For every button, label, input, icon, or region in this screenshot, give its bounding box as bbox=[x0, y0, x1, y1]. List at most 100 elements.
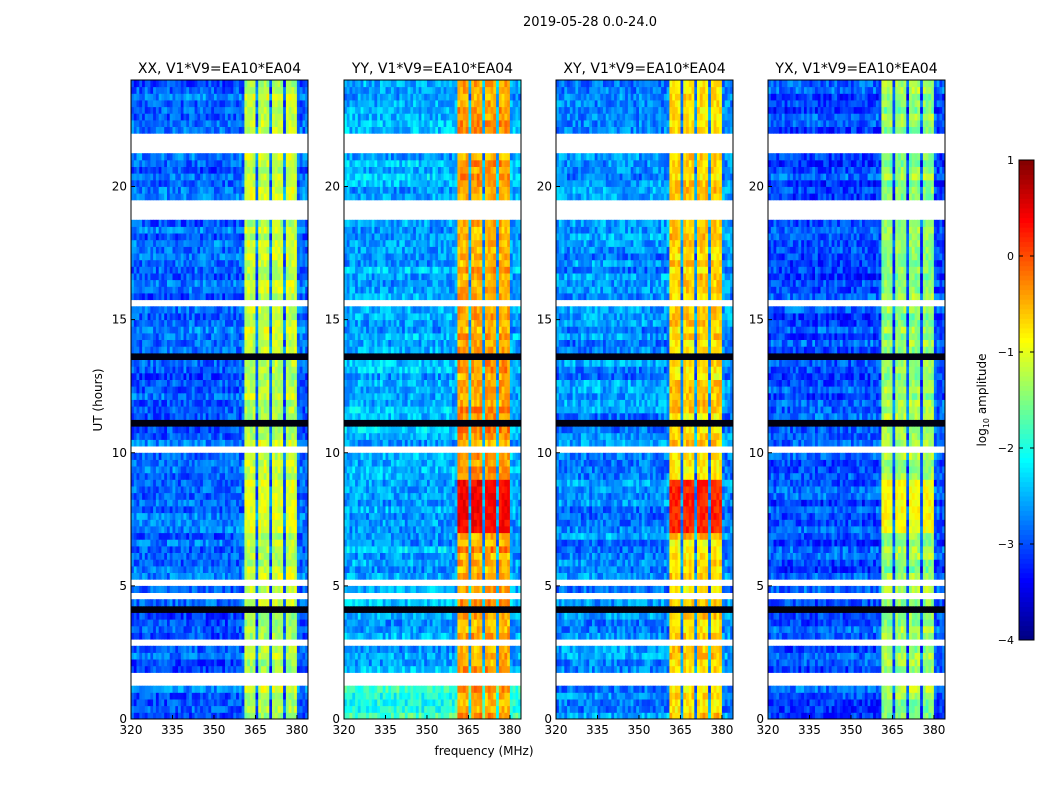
heatmap-cell bbox=[191, 545, 195, 553]
heatmap-cell bbox=[244, 326, 248, 334]
heatmap-cell bbox=[161, 266, 165, 274]
heatmap-cell bbox=[261, 339, 265, 347]
heatmap-cell bbox=[283, 306, 287, 314]
heatmap-cell bbox=[305, 379, 309, 387]
heatmap-cell bbox=[255, 239, 259, 247]
heatmap-cell bbox=[186, 552, 190, 560]
heatmap-cell bbox=[233, 419, 237, 427]
heatmap-cell bbox=[263, 645, 267, 653]
heatmap-cell bbox=[178, 712, 182, 720]
heatmap-cell bbox=[189, 685, 193, 693]
heatmap-cell bbox=[147, 619, 151, 627]
heatmap-cell bbox=[172, 599, 176, 607]
heatmap-cell bbox=[205, 126, 209, 134]
heatmap-cell bbox=[244, 399, 248, 407]
heatmap-cell bbox=[183, 439, 187, 447]
heatmap-cell bbox=[225, 572, 229, 580]
heatmap-cell bbox=[189, 472, 193, 480]
heatmap-cell bbox=[283, 359, 287, 367]
heatmap-cell bbox=[277, 619, 281, 627]
heatmap-cell bbox=[233, 499, 237, 507]
heatmap-cell bbox=[255, 692, 259, 700]
heatmap-cell bbox=[219, 539, 223, 547]
heatmap-cell bbox=[258, 273, 262, 281]
heatmap-cell bbox=[202, 239, 207, 247]
heatmap-cell bbox=[255, 179, 259, 187]
heatmap-cell bbox=[142, 386, 146, 394]
heatmap-cell bbox=[291, 366, 295, 374]
heatmap-cell bbox=[252, 359, 256, 367]
heatmap-cell bbox=[266, 539, 270, 547]
heatmap-cell bbox=[172, 452, 176, 460]
heatmap-cell bbox=[150, 226, 154, 234]
heatmap-cell bbox=[178, 545, 182, 553]
heatmap-cell bbox=[191, 359, 195, 367]
heatmap-cell bbox=[258, 406, 262, 414]
heatmap-cell bbox=[266, 452, 270, 460]
heatmap-cell bbox=[241, 625, 245, 633]
heatmap-cell bbox=[189, 266, 193, 274]
heatmap-cell bbox=[180, 665, 184, 673]
heatmap-cell bbox=[208, 186, 212, 194]
heatmap-cell bbox=[153, 259, 157, 267]
heatmap-cell bbox=[236, 619, 240, 627]
heatmap-cell bbox=[131, 159, 135, 167]
heatmap-cell bbox=[266, 552, 270, 560]
heatmap-cell bbox=[191, 159, 195, 167]
heatmap-cell bbox=[244, 313, 248, 321]
heatmap-cell bbox=[294, 233, 298, 241]
heatmap-cell bbox=[186, 173, 190, 181]
heatmap-cell bbox=[244, 452, 248, 460]
heatmap-cell bbox=[180, 153, 184, 161]
heatmap-cell bbox=[144, 346, 148, 354]
heatmap-cell bbox=[175, 459, 179, 467]
heatmap-cell bbox=[230, 545, 234, 553]
heatmap-cell bbox=[236, 499, 240, 507]
heatmap-cell bbox=[247, 545, 251, 553]
heatmap-cell bbox=[180, 506, 184, 514]
heatmap-cell bbox=[255, 479, 259, 487]
heatmap-cell bbox=[139, 166, 143, 174]
heatmap-cell bbox=[211, 699, 215, 707]
heatmap-cell bbox=[230, 279, 234, 287]
heatmap-cell bbox=[191, 406, 195, 414]
heatmap-cell bbox=[277, 539, 281, 547]
heatmap-cell bbox=[150, 712, 154, 720]
heatmap-cell bbox=[255, 279, 259, 287]
heatmap-cell bbox=[169, 419, 173, 427]
heatmap-cell bbox=[164, 399, 168, 407]
heatmap-cell bbox=[230, 306, 234, 314]
heatmap-cell bbox=[147, 306, 151, 314]
heatmap-cell bbox=[225, 506, 229, 514]
heatmap-cell bbox=[169, 585, 173, 593]
heatmap-cell bbox=[158, 659, 162, 667]
heatmap-cell bbox=[189, 605, 193, 613]
heatmap-cell bbox=[272, 113, 276, 121]
heatmap-cell bbox=[233, 659, 237, 667]
heatmap-cell bbox=[161, 399, 165, 407]
heatmap-cell bbox=[161, 712, 165, 720]
heatmap-cell bbox=[285, 479, 290, 487]
heatmap-cell bbox=[305, 572, 309, 580]
heatmap-cell bbox=[266, 319, 270, 327]
heatmap-cell bbox=[202, 332, 207, 340]
heatmap-cell bbox=[202, 126, 207, 134]
heatmap-cell bbox=[178, 612, 182, 620]
heatmap-cell bbox=[283, 439, 287, 447]
heatmap-cell bbox=[186, 119, 190, 127]
heatmap-cell bbox=[219, 219, 223, 227]
heatmap-cell bbox=[261, 512, 265, 520]
heatmap-cell bbox=[167, 399, 171, 407]
heatmap-cell bbox=[211, 153, 215, 161]
heatmap-cell bbox=[302, 499, 306, 507]
heatmap-cell bbox=[285, 459, 290, 467]
heatmap-cell bbox=[280, 699, 284, 707]
heatmap-cell bbox=[144, 466, 148, 474]
heatmap-cell bbox=[142, 173, 146, 181]
heatmap-cell bbox=[161, 166, 165, 174]
heatmap-cell bbox=[164, 166, 168, 174]
heatmap-cell bbox=[274, 326, 278, 334]
heatmap-cell bbox=[194, 479, 198, 487]
heatmap-cell bbox=[249, 366, 254, 374]
heatmap-cell bbox=[230, 705, 234, 713]
